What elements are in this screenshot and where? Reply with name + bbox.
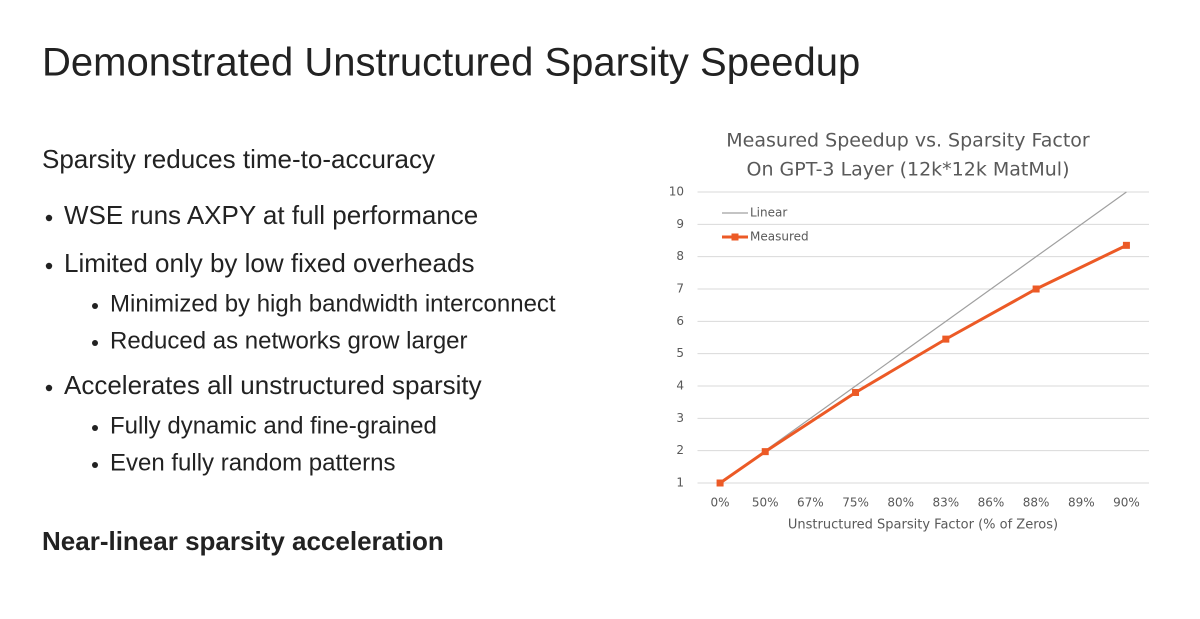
- bullet: WSE runs AXPY at full performance: [64, 200, 478, 230]
- y-tick-label: 9: [676, 217, 684, 231]
- marker: [852, 388, 860, 396]
- y-tick-label: 6: [676, 314, 684, 328]
- series-line: [719, 191, 1127, 484]
- x-tick-label: 86%: [978, 496, 1005, 510]
- slide-title: Demonstrated Unstructured Sparsity Speed…: [42, 41, 860, 85]
- x-tick-label: 0%: [711, 496, 730, 510]
- y-tick-label: 2: [676, 443, 684, 457]
- intro: Sparsity reduces time-to-accuracy: [42, 144, 435, 174]
- bullet-dot: [45, 262, 53, 270]
- sub-bullet: Reduced as networks grow larger: [110, 327, 468, 354]
- sub-bullet-dot: [92, 425, 98, 431]
- y-tick-label: 3: [676, 411, 684, 425]
- marker: [1122, 241, 1130, 249]
- x-tick-label: 88%: [1023, 496, 1050, 510]
- sub-bullet-dot: [92, 340, 98, 346]
- bullet-dot: [45, 384, 53, 392]
- y-tick-label: 8: [676, 249, 684, 263]
- x-tick-label: 83%: [932, 496, 959, 510]
- marker: [716, 479, 724, 487]
- conclusion: Near-linear sparsity acceleration: [42, 526, 444, 556]
- sub-bullet: Fully dynamic and fine-grained: [110, 412, 437, 439]
- sub-bullet-dot: [92, 462, 98, 468]
- series-line: [719, 243, 1128, 485]
- y-tick-label: 7: [676, 282, 684, 296]
- sub-bullet: Even fully random patterns: [110, 449, 395, 476]
- chart-subtitle: On GPT-3 Layer (12k*12k MatMul): [747, 159, 1070, 181]
- y-tick-label: 1: [676, 476, 684, 490]
- sub-bullet: Minimized by high bandwidth interconnect: [110, 290, 556, 317]
- x-tick-label: 90%: [1113, 496, 1140, 510]
- y-tick-label: 10: [669, 185, 684, 199]
- bullet-dot: [45, 214, 53, 222]
- x-tick-label: 50%: [752, 496, 779, 510]
- y-tick-label: 4: [676, 379, 684, 393]
- y-tick-label: 5: [676, 346, 684, 360]
- x-tick-label: 67%: [797, 496, 824, 510]
- chart-title: Measured Speedup vs. Sparsity Factor: [726, 130, 1090, 152]
- bullet: Limited only by low fixed overheads: [64, 248, 474, 278]
- marker: [942, 335, 950, 343]
- x-tick-label: 75%: [842, 496, 869, 510]
- marker: [761, 448, 769, 456]
- x-tick-label: 80%: [887, 496, 914, 510]
- bullet: Accelerates all unstructured sparsity: [64, 370, 482, 400]
- legend-label: Linear: [750, 206, 787, 220]
- legend-label: Measured: [750, 230, 809, 244]
- x-axis-title: Unstructured Sparsity Factor (% of Zeros…: [788, 518, 1058, 533]
- sub-bullet-dot: [92, 303, 98, 309]
- legend-marker: [731, 233, 739, 241]
- marker: [1032, 285, 1040, 293]
- x-tick-label: 89%: [1068, 496, 1095, 510]
